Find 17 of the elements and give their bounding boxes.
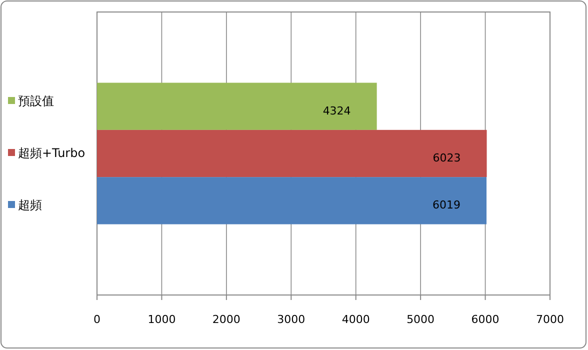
data-label: 6019: [432, 198, 461, 212]
x-tick-label: 4000: [342, 313, 370, 326]
x-tick-label: 3000: [277, 313, 306, 326]
legend-label: 預設值: [18, 94, 54, 108]
bar: [97, 130, 487, 178]
x-tick-label: 5000: [406, 313, 435, 326]
x-tick-label: 0: [94, 313, 100, 326]
legend-label: 超頻: [18, 198, 42, 212]
x-tick-label: 2000: [212, 313, 240, 326]
x-tick-label: 6000: [471, 313, 500, 326]
data-label: 4324: [322, 104, 351, 118]
x-tick-label: 7000: [536, 313, 564, 326]
data-label: 6023: [432, 152, 461, 164]
legend-label: 超頻+Turbo: [18, 146, 86, 160]
x-tick-label: 1000: [148, 313, 176, 326]
bar: [97, 177, 487, 224]
bar: [97, 82, 377, 130]
